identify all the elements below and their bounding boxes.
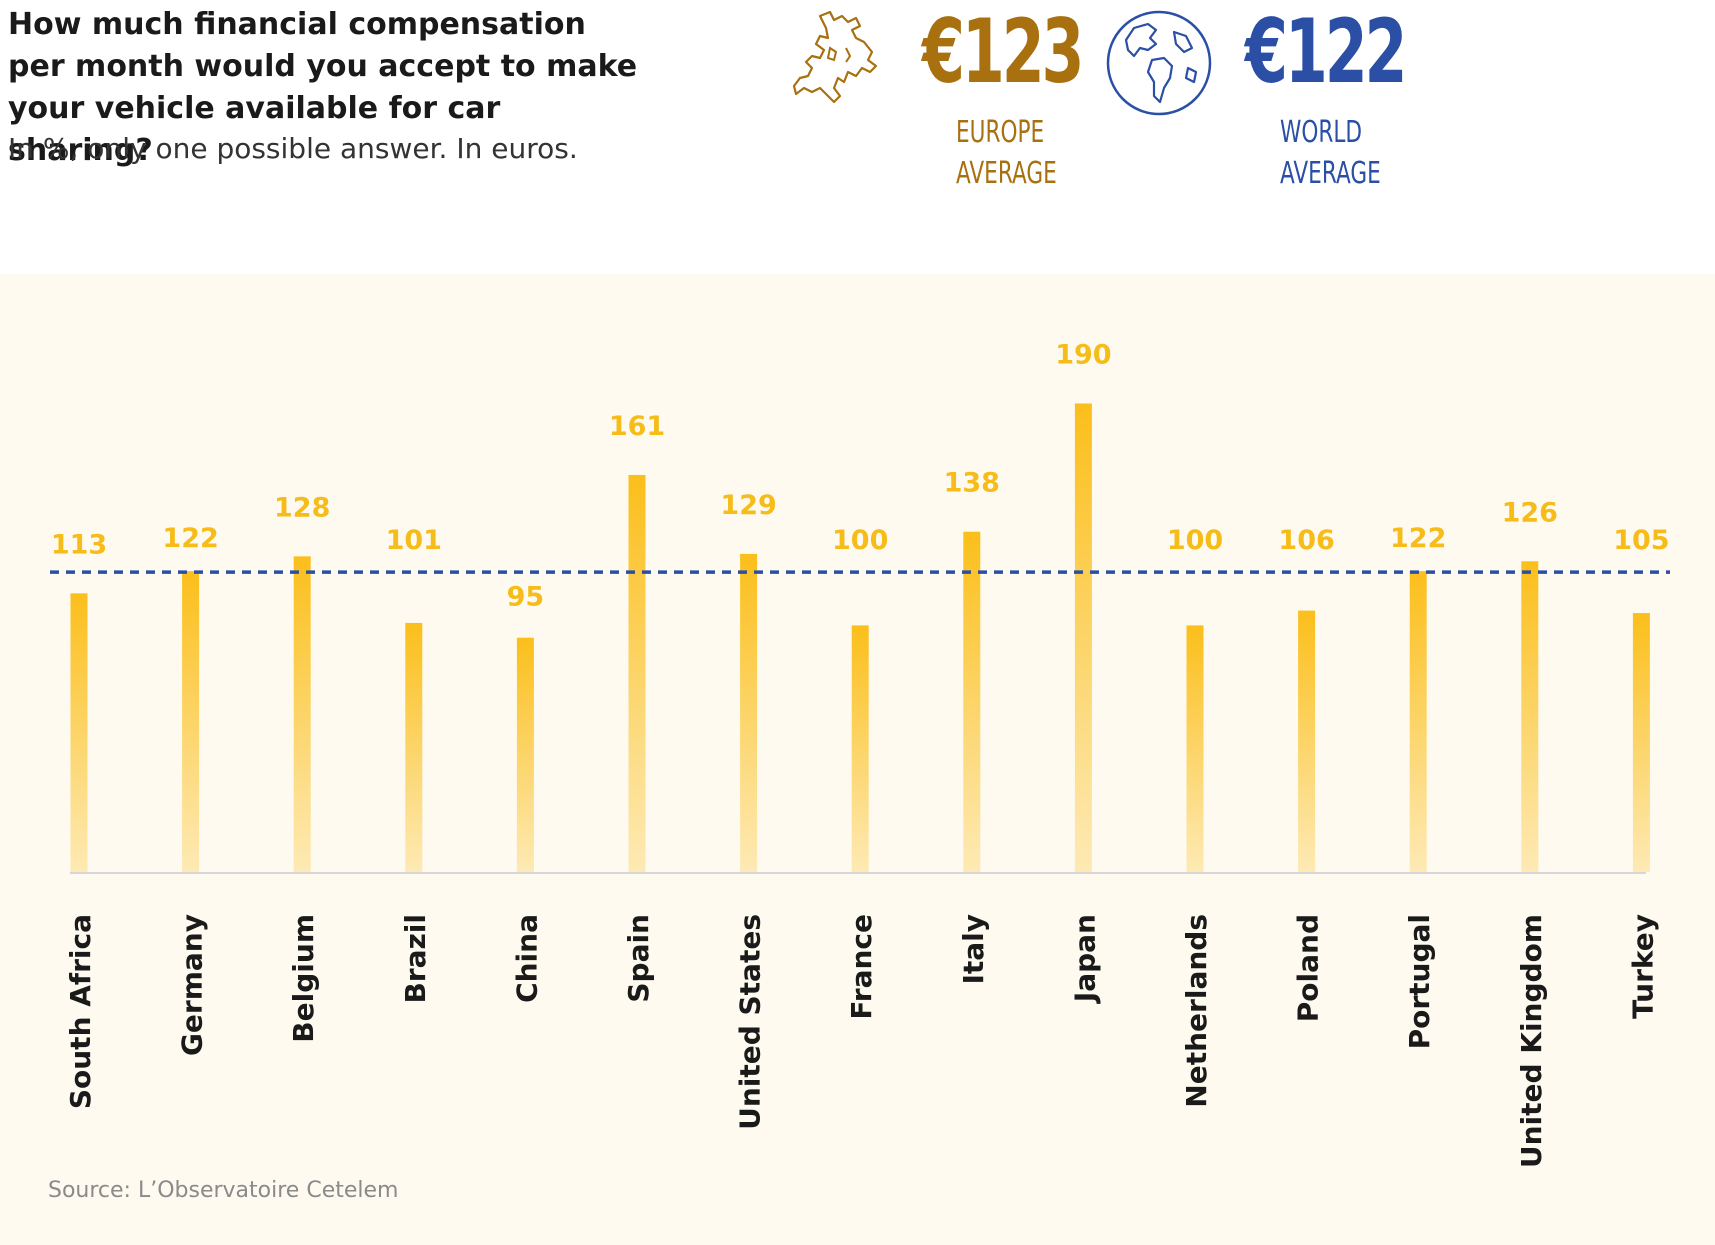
value-label-netherlands: 100 [1167,525,1223,556]
bar-spain [628,474,646,872]
world-average-value: €122 [1245,0,1408,103]
category-label-brazil: Brazil [399,914,432,1004]
category-label-china: China [510,914,543,1003]
bar-brazil [405,622,423,872]
source-note: Source: L’Observatoire Cetelem [48,1178,399,1203]
bar-chart: 113 South Africa 122 Germany 128 Belgium 101 Br… [50,339,1670,1168]
world-label-line2: AVERAGE [1280,156,1381,191]
bar-italy [963,531,981,872]
bar-portugal [1409,571,1427,872]
globe-icon [1106,10,1212,116]
category-label-united-states: United States [734,914,767,1130]
europe-map-icon [792,10,878,104]
category-label-france: France [845,914,878,1020]
bar-united-states [740,553,758,872]
value-label-belgium: 128 [274,492,330,523]
value-label-united-kingdom: 126 [1502,497,1558,528]
bar-china [516,637,534,872]
value-label-spain: 161 [609,411,665,442]
category-label-japan: Japan [1068,914,1101,1004]
bar-south-africa [70,593,88,872]
category-label-turkey: Turkey [1626,914,1659,1019]
category-label-germany: Germany [176,914,209,1056]
value-label-united-states: 129 [720,490,776,521]
category-label-portugal: Portugal [1403,914,1436,1049]
bar-poland [1298,610,1316,872]
value-label-france: 100 [832,525,888,556]
europe-label-line2: AVERAGE [956,156,1057,191]
chart-title: How much financial compensation per mont… [8,7,638,168]
value-label-japan: 190 [1055,339,1111,370]
bar-france [851,625,869,872]
bar-netherlands [1186,625,1204,872]
chart-panel: 113 South Africa 122 Germany 128 Belgium 101 Br… [0,274,1715,1245]
category-label-south-africa: South Africa [64,914,97,1109]
value-label-portugal: 122 [1390,523,1446,554]
bar-germany [182,571,200,872]
category-label-united-kingdom: United Kingdom [1515,914,1548,1168]
bar-japan [1074,403,1092,872]
value-label-south-africa: 113 [51,529,107,560]
bar-turkey [1632,613,1650,872]
world-label-line1: WORLD [1280,115,1363,150]
value-label-turkey: 105 [1613,525,1669,556]
bar-united-kingdom [1521,561,1539,872]
europe-label-line1: EUROPE [956,115,1045,150]
europe-average-label: EUROPE AVERAGE [956,112,1057,194]
chart-subtitle: In %, only one possible answer. In euros… [8,132,578,165]
value-label-germany: 122 [162,523,218,554]
value-label-italy: 138 [944,468,1000,499]
bar-belgium [293,556,311,872]
value-label-brazil: 101 [386,525,442,556]
europe-average-value: €123 [922,0,1085,103]
category-label-poland: Poland [1292,914,1325,1022]
category-label-italy: Italy [957,914,990,985]
category-label-spain: Spain [622,914,655,1003]
category-label-netherlands: Netherlands [1180,914,1213,1108]
value-label-china: 95 [507,582,545,613]
value-label-poland: 106 [1278,525,1334,556]
world-average-label: WORLD AVERAGE [1280,112,1381,194]
category-label-belgium: Belgium [287,914,320,1043]
